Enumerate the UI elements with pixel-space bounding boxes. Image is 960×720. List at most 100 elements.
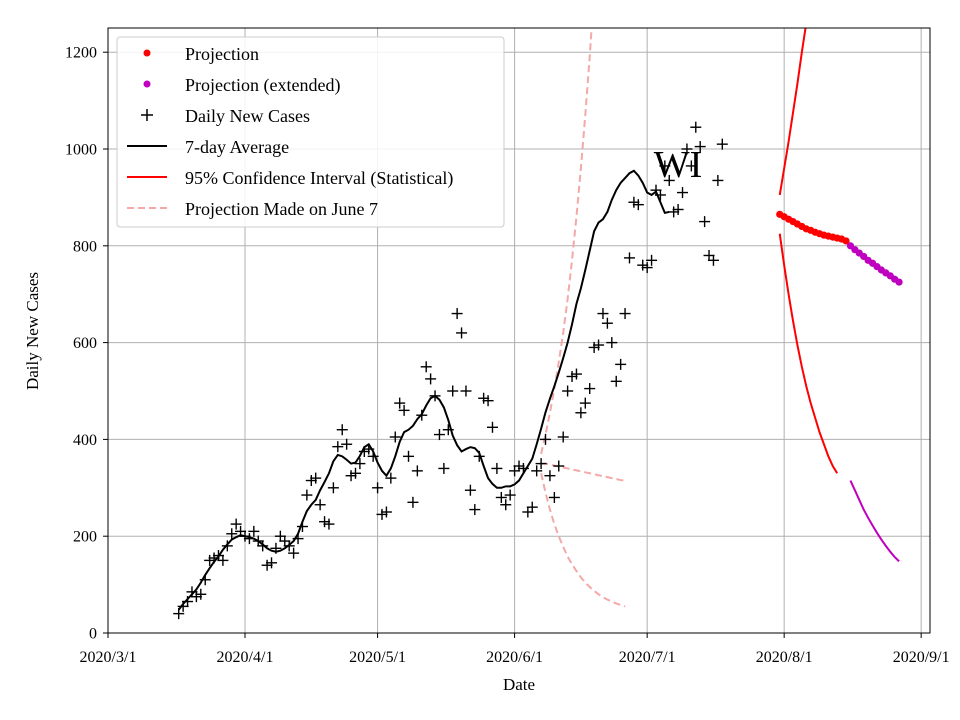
daily-case-point [403, 450, 415, 462]
daily-case-point [486, 421, 498, 433]
daily-case-point [513, 460, 525, 472]
daily-case-point [482, 395, 494, 407]
daily-case-point [217, 554, 229, 566]
daily-case-point [204, 554, 216, 566]
daily-case-point [305, 475, 317, 487]
daily-case-point [314, 499, 326, 511]
daily-case-point [681, 143, 693, 155]
legend-label-daily-cases: Daily New Cases [185, 106, 310, 126]
daily-case-point [540, 433, 552, 445]
y-tick-label: 1000 [65, 142, 97, 159]
daily-case-point [575, 407, 587, 419]
daily-case-point [195, 588, 207, 600]
grid [107, 28, 930, 634]
daily-case-point [345, 470, 357, 482]
legend: Projection Projection (extended) Daily N… [116, 36, 505, 228]
daily-case-point [257, 540, 269, 552]
y-axis-title: Daily New Cases [23, 272, 42, 390]
daily-case-point [663, 174, 675, 186]
daily-case-point [557, 431, 569, 443]
seven-day-average-line [177, 169, 670, 611]
daily-case-point [672, 204, 684, 215]
daily-case-point [230, 518, 242, 530]
daily-case-point [619, 308, 631, 320]
daily-case-point [553, 460, 565, 472]
daily-case-point [288, 547, 300, 559]
daily-case-point [606, 337, 618, 349]
june7-projection-upper [540, 28, 593, 455]
daily-case-point [266, 557, 278, 569]
daily-case-point [694, 141, 706, 153]
legend-label-7day-average: 7-day Average [185, 137, 289, 157]
daily-case-point [478, 392, 490, 404]
daily-case-point [380, 506, 392, 518]
daily-case-point [341, 438, 353, 450]
daily-case-point [570, 368, 582, 380]
legend-label-projection: Projection [185, 44, 259, 64]
x-tick-label: 2020/7/1 [619, 649, 676, 666]
daily-case-point [433, 429, 445, 441]
daily-case-point [646, 254, 658, 266]
daily-case-point [261, 559, 273, 571]
daily-case-point [226, 528, 238, 540]
y-tick-label: 400 [73, 432, 97, 449]
daily-case-point [623, 252, 635, 264]
daily-case-point [504, 489, 516, 501]
plot-data [173, 28, 903, 620]
daily-case-point [274, 530, 286, 542]
daily-case-point [398, 404, 410, 416]
daily-case-point [668, 206, 680, 218]
daily-case-point [610, 375, 622, 387]
daily-case-point [699, 216, 711, 228]
ci-lower-extended-line [849, 480, 900, 563]
ci-lower-line [778, 233, 839, 474]
daily-case-point [190, 591, 202, 603]
daily-case-point [279, 535, 291, 547]
daily-case-point [336, 424, 348, 436]
daily-case-point [628, 196, 640, 208]
x-tick-label: 2020/6/1 [486, 649, 543, 666]
daily-case-point [584, 383, 596, 395]
daily-case-point [469, 504, 481, 516]
daily-case-point [411, 465, 423, 477]
daily-case-point [562, 385, 574, 397]
june7-projection-lower [540, 473, 626, 608]
daily-case-point [566, 370, 578, 382]
ci-upper-line [778, 28, 807, 196]
daily-case-point [332, 441, 344, 453]
y-tick-label: 800 [73, 238, 97, 255]
daily-case-point [500, 499, 512, 511]
y-tick-label: 600 [73, 335, 97, 352]
daily-case-point [354, 458, 366, 470]
daily-case-point [707, 254, 719, 266]
daily-case-point [509, 465, 521, 477]
daily-case-point [319, 516, 331, 528]
daily-case-point [544, 470, 556, 482]
y-tick-label: 200 [73, 529, 97, 546]
legend-marker-projection [143, 49, 151, 57]
daily-case-point [593, 339, 605, 351]
daily-case-point [632, 199, 644, 211]
daily-case-point [438, 462, 450, 474]
daily-case-point [531, 465, 543, 477]
projection-extended-point [895, 278, 903, 286]
daily-case-point [601, 317, 613, 329]
legend-label-confidence-interval: 95% Confidence Interval (Statistical) [185, 168, 453, 189]
daily-case-point [173, 608, 185, 620]
legend-label-projection-extended: Projection (extended) [185, 75, 340, 96]
legend-marker-daily-cases [141, 109, 153, 121]
daily-case-point [522, 506, 534, 518]
state-label: WI [654, 144, 703, 186]
daily-case-point [376, 508, 388, 520]
daily-case-point [597, 308, 609, 320]
daily-case-point [310, 472, 322, 484]
daily-case-point [407, 496, 419, 508]
legend-label-june7-projection: Projection Made on June 7 [185, 199, 378, 219]
daily-case-point [394, 397, 406, 409]
daily-case-point [491, 462, 503, 474]
daily-case-point [460, 385, 472, 397]
daily-case-point [301, 489, 313, 501]
daily-case-point [615, 358, 627, 370]
daily-case-point [464, 484, 476, 496]
